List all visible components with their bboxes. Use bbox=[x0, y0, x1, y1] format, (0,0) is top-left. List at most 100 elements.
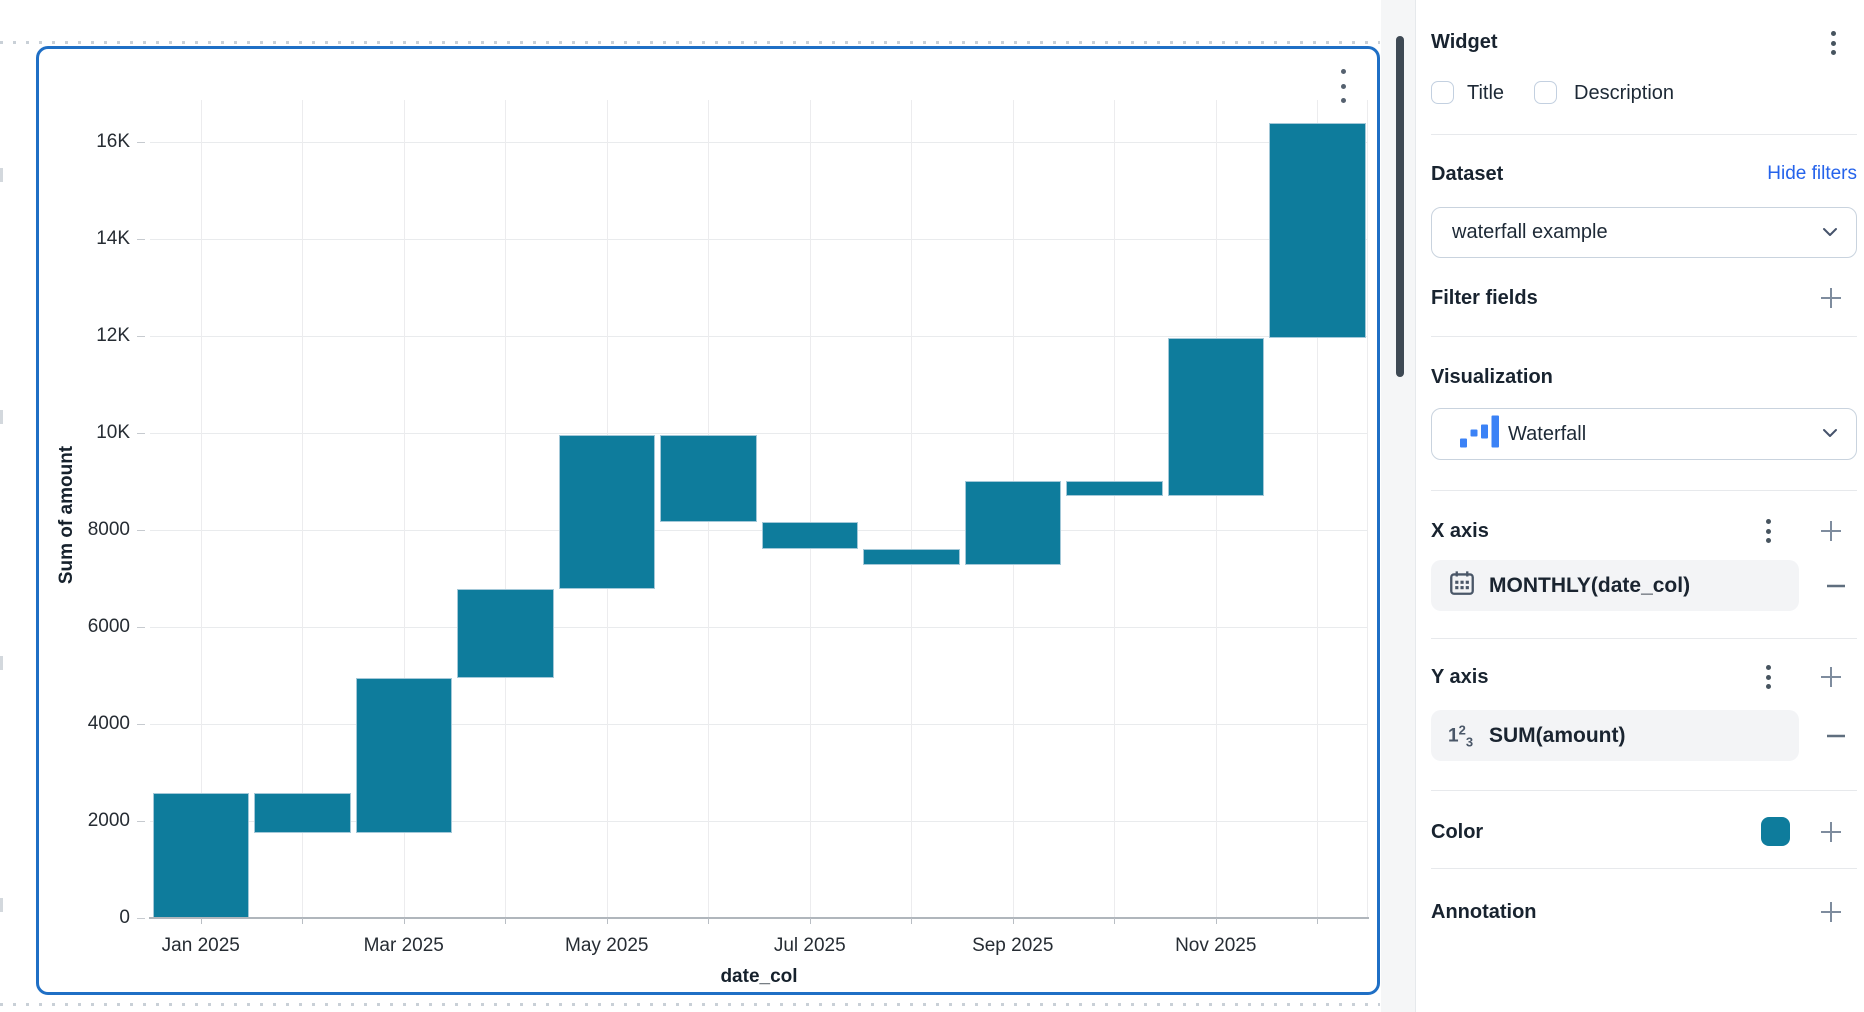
dataset-select[interactable]: waterfall example bbox=[1431, 207, 1857, 258]
visualization-header-row: Visualization bbox=[1431, 363, 1857, 391]
gridline-vertical bbox=[809, 100, 811, 918]
y-tick-mark bbox=[137, 432, 145, 434]
add-y-axis-field-button[interactable] bbox=[1818, 664, 1844, 690]
visualization-section-title: Visualization bbox=[1431, 366, 1553, 388]
hide-filters-link[interactable]: Hide filters bbox=[1767, 163, 1857, 184]
waterfall-bar[interactable] bbox=[558, 435, 655, 590]
gridline-horizontal bbox=[150, 626, 1368, 628]
gridline-vertical bbox=[1215, 100, 1217, 918]
description-checkbox[interactable] bbox=[1534, 81, 1557, 104]
divider bbox=[1431, 336, 1857, 337]
canvas-grid-dash bbox=[0, 168, 3, 182]
waterfall-bar[interactable] bbox=[1167, 338, 1264, 496]
title-checkbox-label[interactable]: Title bbox=[1467, 82, 1505, 104]
waterfall-bar[interactable] bbox=[660, 435, 757, 522]
annotation-header-row: Annotation bbox=[1431, 898, 1857, 926]
x-axis-field-pill[interactable]: MONTHLY(date_col) bbox=[1431, 560, 1799, 611]
y-tick-mark bbox=[137, 626, 145, 628]
widget-header-row: Widget bbox=[1431, 28, 1857, 56]
x-axis-header-row: X axis bbox=[1431, 517, 1857, 545]
annotation-section-title: Annotation bbox=[1431, 901, 1537, 923]
x-tick-mark bbox=[1012, 918, 1014, 924]
add-color-button[interactable] bbox=[1818, 819, 1844, 845]
x-axis-title: date_col bbox=[720, 966, 798, 987]
divider bbox=[1431, 868, 1857, 869]
chart-widget-card[interactable]: Sum of amount 0 2000 4000 6000 8000 10K 12K 14K… bbox=[36, 46, 1380, 995]
title-checkbox[interactable] bbox=[1431, 81, 1454, 104]
widget-section-title: Widget bbox=[1431, 31, 1498, 53]
number-123-icon: 123 bbox=[1448, 722, 1474, 749]
dataset-section-title: Dataset bbox=[1431, 163, 1504, 185]
gridline-vertical bbox=[1114, 100, 1116, 918]
y-axis-header-row: Y axis bbox=[1431, 663, 1857, 691]
y-axis-title: Sum of amount bbox=[56, 445, 77, 585]
canvas-grid-dash bbox=[0, 656, 3, 670]
visualization-select[interactable]: Waterfall bbox=[1431, 408, 1857, 460]
x-tick-mark bbox=[1215, 918, 1217, 924]
x-axis-kebab-menu-icon[interactable] bbox=[1763, 519, 1773, 543]
gridline-vertical bbox=[1317, 100, 1319, 918]
waterfall-chart-type-icon bbox=[1458, 414, 1500, 455]
y-tick-label: 6000 bbox=[87, 615, 130, 637]
widget-kebab-menu-icon[interactable] bbox=[1828, 31, 1838, 55]
y-tick-mark bbox=[137, 820, 145, 822]
visualization-selected-value: Waterfall bbox=[1508, 422, 1587, 445]
gridline-vertical bbox=[200, 100, 202, 918]
remove-y-axis-field-button[interactable] bbox=[1824, 724, 1848, 748]
x-tick-label: Jan 2025 bbox=[161, 935, 240, 956]
scrollbar-thumb[interactable] bbox=[1396, 36, 1404, 377]
x-tick-mark bbox=[911, 918, 913, 924]
y-tick-label: 2000 bbox=[87, 809, 130, 831]
filter-fields-title: Filter fields bbox=[1431, 287, 1538, 309]
widget-toggles-row: Title Description bbox=[1431, 79, 1857, 107]
gridline-horizontal bbox=[150, 141, 1368, 143]
gridline-horizontal bbox=[150, 238, 1368, 240]
y-tick-mark bbox=[137, 918, 145, 919]
x-axis-field-label: MONTHLY(date_col) bbox=[1489, 573, 1691, 597]
x-tick-mark bbox=[505, 918, 507, 924]
waterfall-bar[interactable] bbox=[1066, 481, 1163, 496]
remove-x-axis-field-button[interactable] bbox=[1824, 574, 1848, 598]
waterfall-bar[interactable] bbox=[863, 549, 960, 566]
waterfall-bar[interactable] bbox=[254, 792, 351, 834]
x-tick-mark bbox=[1114, 918, 1116, 924]
x-axis-line bbox=[149, 917, 1369, 919]
waterfall-bar[interactable] bbox=[1269, 123, 1366, 339]
description-checkbox-label[interactable]: Description bbox=[1574, 82, 1675, 104]
x-tick-mark bbox=[606, 918, 608, 924]
gridline-vertical bbox=[302, 100, 304, 918]
divider bbox=[1431, 790, 1857, 791]
add-annotation-button[interactable] bbox=[1818, 899, 1844, 925]
y-tick-label: 0 bbox=[119, 907, 130, 928]
x-tick-mark bbox=[809, 918, 811, 924]
y-tick-label: 14K bbox=[96, 227, 130, 249]
divider bbox=[1431, 490, 1857, 491]
series-color-swatch[interactable] bbox=[1761, 817, 1790, 846]
y-tick-label: 10K bbox=[96, 421, 130, 443]
gridline-vertical bbox=[1367, 100, 1368, 918]
waterfall-bar[interactable] bbox=[355, 677, 452, 834]
chart-kebab-menu-icon[interactable] bbox=[1337, 69, 1349, 103]
gridline-horizontal bbox=[150, 820, 1368, 822]
gridline-vertical bbox=[505, 100, 507, 918]
chevron-down-icon bbox=[1822, 425, 1838, 443]
x-tick-label: Jul 2025 bbox=[773, 935, 846, 956]
waterfall-bar[interactable] bbox=[761, 521, 858, 550]
y-tick-mark bbox=[137, 723, 145, 725]
filter-fields-row: Filter fields bbox=[1431, 284, 1857, 312]
x-tick-mark bbox=[200, 918, 202, 924]
add-filter-field-button[interactable] bbox=[1818, 285, 1844, 311]
x-tick-label: May 2025 bbox=[565, 935, 649, 956]
x-tick-label: Nov 2025 bbox=[1175, 935, 1257, 956]
waterfall-bar[interactable] bbox=[964, 481, 1061, 566]
waterfall-bar[interactable] bbox=[152, 792, 249, 918]
gridline-vertical bbox=[911, 100, 913, 918]
y-axis-field-pill[interactable]: 123 SUM(amount) bbox=[1431, 710, 1799, 761]
waterfall-bar[interactable] bbox=[457, 589, 554, 678]
y-tick-label: 8000 bbox=[87, 518, 130, 540]
y-axis-section-title: Y axis bbox=[1431, 666, 1489, 688]
x-tick-mark bbox=[302, 918, 304, 924]
y-axis-kebab-menu-icon[interactable] bbox=[1763, 665, 1773, 689]
add-x-axis-field-button[interactable] bbox=[1818, 518, 1844, 544]
x-tick-label: Mar 2025 bbox=[363, 935, 444, 956]
